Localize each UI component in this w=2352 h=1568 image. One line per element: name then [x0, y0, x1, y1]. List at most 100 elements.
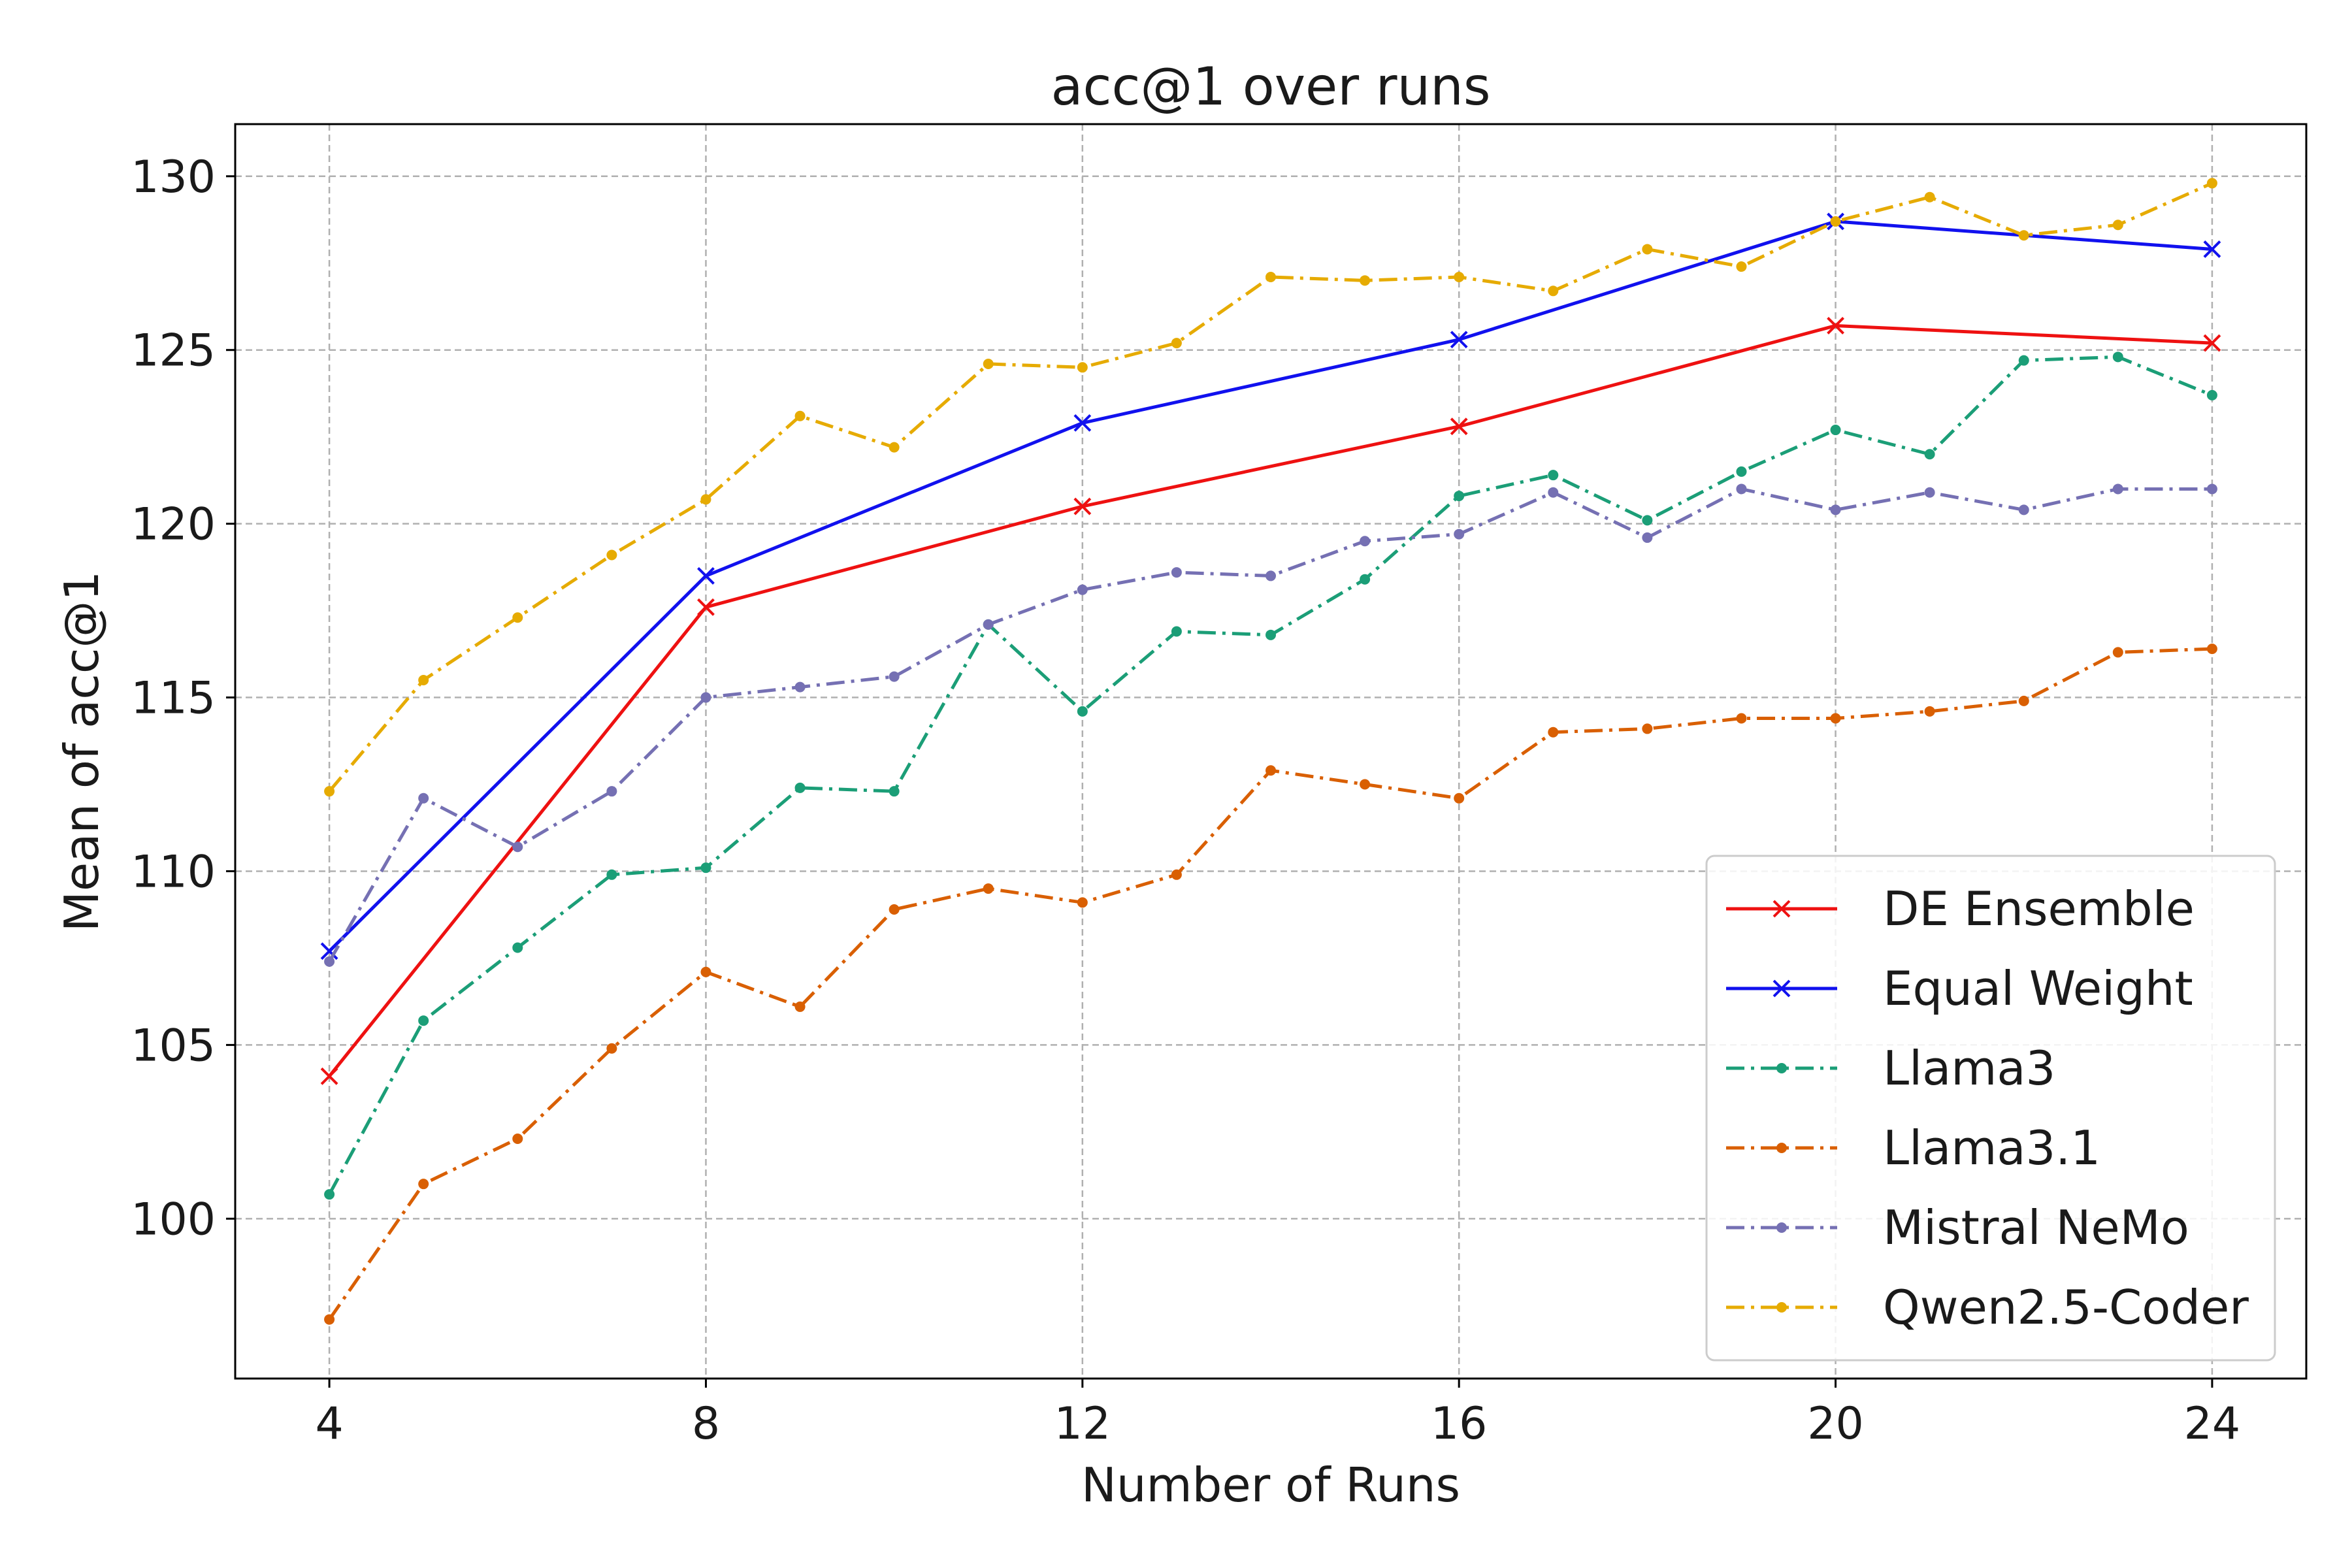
x-tick-label: 24 — [2184, 1398, 2241, 1450]
legend-item: Llama3 — [1726, 1041, 2055, 1096]
data-point-qwen2-5-coder — [1171, 338, 1182, 349]
legend-item: Llama3.1 — [1726, 1120, 2100, 1175]
legend-label: Mistral NeMo — [1883, 1200, 2189, 1255]
series-llama3-1 — [324, 644, 2217, 1325]
series-line-de-ensemble — [328, 323, 2213, 1077]
data-point-qwen2-5-coder — [700, 494, 711, 505]
legend-marker — [1776, 1222, 1787, 1233]
data-point-llama3 — [1924, 449, 1935, 460]
data-point-qwen2-5-coder — [2018, 230, 2029, 241]
data-point-llama3-1 — [1171, 869, 1182, 880]
data-point-llama3 — [1548, 470, 1559, 481]
series-qwen2-5-coder — [324, 178, 2217, 797]
legend-item: Qwen2.5-Coder — [1726, 1280, 2249, 1335]
data-point-llama3-1 — [983, 883, 994, 894]
data-point-equal-weight — [1450, 331, 1468, 349]
data-point-qwen2-5-coder — [418, 674, 429, 685]
data-point-qwen2-5-coder — [1830, 216, 1841, 227]
data-point-qwen2-5-coder — [1454, 272, 1465, 283]
series-line-equal-weight — [328, 220, 2213, 953]
data-point-llama3-1 — [418, 1179, 429, 1190]
data-point-mistral-nemo — [1924, 487, 1935, 498]
data-point-equal-weight — [697, 566, 715, 585]
data-point-mistral-nemo — [1454, 529, 1465, 540]
legend: DE Ensemble Equal Weight Llama3 Llama3.1 Mis… — [1705, 855, 2276, 1362]
y-tick-label: 120 — [131, 499, 216, 551]
data-point-mistral-nemo — [1642, 532, 1653, 543]
data-point-de-ensemble — [1827, 317, 1844, 335]
data-point-llama3-1 — [1830, 713, 1841, 724]
data-point-llama3 — [1171, 626, 1182, 637]
data-point-llama3 — [794, 782, 806, 793]
x-tick-label: 12 — [1054, 1398, 1111, 1450]
data-point-qwen2-5-coder — [2206, 178, 2217, 189]
data-point-llama3-1 — [1924, 706, 1935, 717]
data-point-mistral-nemo — [1077, 584, 1088, 595]
data-point-llama3 — [2112, 351, 2123, 363]
legend-item: Equal Weight — [1726, 961, 2193, 1016]
x-tick-label: 4 — [315, 1398, 343, 1450]
data-point-llama3 — [418, 1015, 429, 1026]
data-point-llama3 — [1454, 491, 1465, 502]
legend-label: DE Ensemble — [1883, 881, 2195, 936]
data-point-qwen2-5-coder — [1736, 261, 1747, 272]
axis-ticks: 4 8 12 16 20 24 100 105 110 115 120 125 130 — [131, 152, 2240, 1450]
data-point-qwen2-5-coder — [1642, 244, 1653, 255]
y-tick-label: 100 — [131, 1194, 216, 1245]
data-point-llama3-1 — [794, 1001, 806, 1012]
data-point-llama3-1 — [1642, 723, 1653, 734]
data-point-llama3 — [1360, 574, 1371, 585]
y-tick-label: 110 — [131, 846, 216, 898]
data-point-mistral-nemo — [700, 692, 711, 703]
x-tick-label: 16 — [1431, 1398, 1488, 1450]
data-point-llama3-1 — [1736, 713, 1747, 724]
data-point-de-ensemble — [1450, 417, 1468, 436]
legend-label: Llama3 — [1883, 1041, 2055, 1096]
y-tick-label: 130 — [131, 152, 216, 203]
series-mistral-nemo — [324, 483, 2217, 967]
data-point-de-ensemble — [320, 1067, 338, 1085]
legend-label: Qwen2.5-Coder — [1883, 1280, 2249, 1335]
y-tick-label: 105 — [131, 1020, 216, 1071]
data-point-llama3-1 — [700, 966, 711, 977]
plot-frame — [234, 123, 2308, 1380]
data-point-llama3-1 — [512, 1134, 523, 1145]
data-point-mistral-nemo — [2206, 483, 2217, 495]
series-layer — [320, 178, 2221, 1325]
data-point-qwen2-5-coder — [794, 410, 806, 421]
data-point-llama3-1 — [1548, 727, 1559, 738]
data-point-mistral-nemo — [1360, 536, 1371, 547]
series-equal-weight — [320, 212, 2221, 960]
series-llama3 — [324, 351, 2217, 1200]
data-point-qwen2-5-coder — [1360, 275, 1371, 286]
legend-item: Mistral NeMo — [1726, 1200, 2189, 1255]
data-point-mistral-nemo — [512, 841, 523, 853]
data-point-llama3 — [700, 862, 711, 874]
data-point-llama3-1 — [1077, 897, 1088, 908]
data-point-llama3 — [2206, 389, 2217, 400]
legend-label: Llama3.1 — [1883, 1120, 2100, 1175]
legend-marker — [1776, 1063, 1787, 1073]
data-point-mistral-nemo — [983, 619, 994, 630]
data-point-llama3 — [889, 786, 900, 797]
data-point-llama3 — [512, 942, 523, 953]
x-axis-label: Number of Runs — [1081, 1458, 1460, 1512]
data-point-mistral-nemo — [1736, 483, 1747, 495]
legend-item: DE Ensemble — [1726, 881, 2195, 936]
data-point-llama3 — [2018, 355, 2029, 366]
data-point-llama3-1 — [1360, 779, 1371, 790]
data-point-llama3-1 — [1266, 765, 1276, 776]
legend-label: Equal Weight — [1883, 961, 2193, 1016]
data-point-mistral-nemo — [418, 792, 429, 804]
data-point-mistral-nemo — [1830, 504, 1841, 515]
y-axis-label: Mean of acc@1 — [54, 571, 109, 932]
series-de-ensemble — [320, 317, 2221, 1085]
data-point-llama3 — [1642, 515, 1653, 526]
data-point-llama3-1 — [2112, 647, 2123, 658]
data-point-llama3 — [1736, 466, 1747, 477]
data-point-llama3-1 — [1454, 792, 1465, 804]
data-point-mistral-nemo — [889, 671, 900, 682]
data-point-equal-weight — [1073, 414, 1092, 432]
data-point-mistral-nemo — [1171, 567, 1182, 578]
data-point-equal-weight — [320, 942, 338, 960]
